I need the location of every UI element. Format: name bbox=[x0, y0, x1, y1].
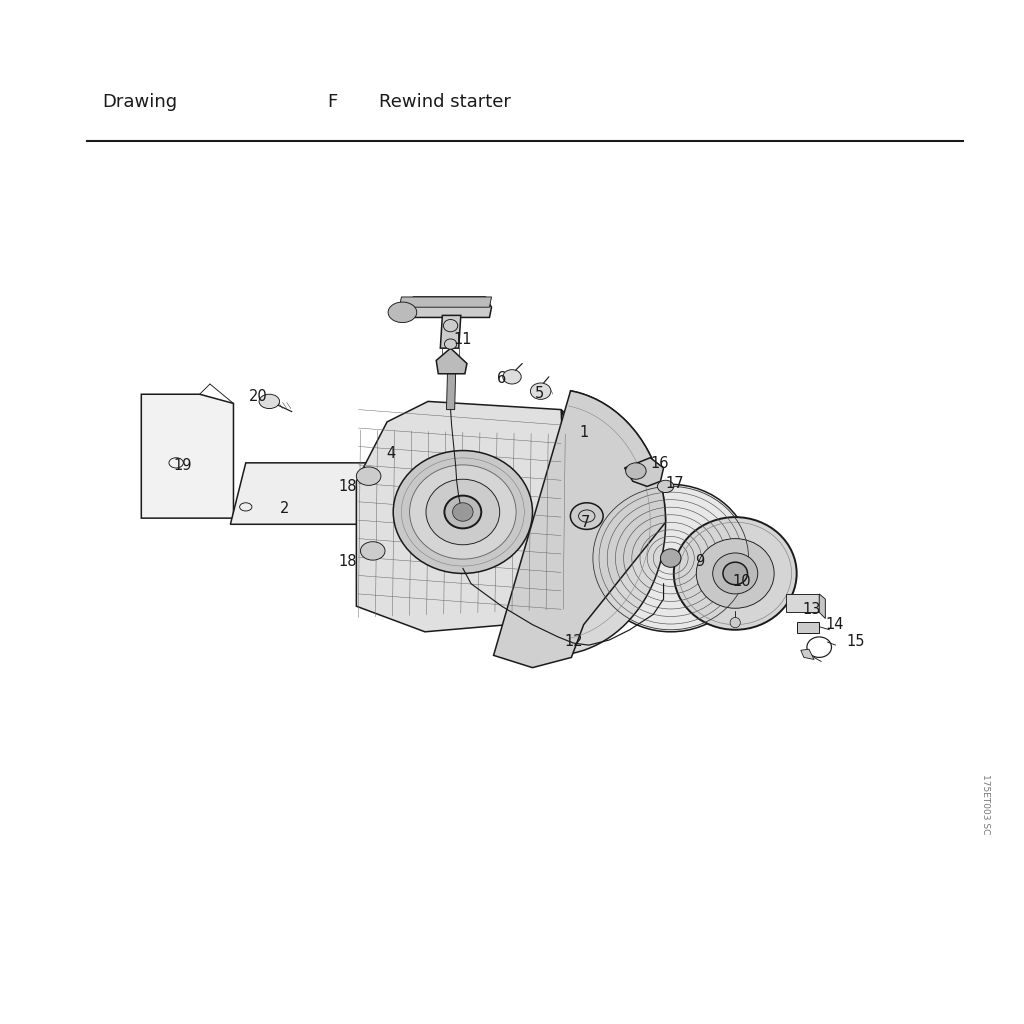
Text: 5: 5 bbox=[535, 386, 545, 400]
Polygon shape bbox=[397, 297, 492, 317]
Polygon shape bbox=[786, 594, 819, 612]
Ellipse shape bbox=[570, 503, 603, 529]
Text: 10: 10 bbox=[732, 574, 751, 589]
Text: 18: 18 bbox=[339, 479, 357, 494]
Text: 12: 12 bbox=[564, 634, 583, 648]
Text: 9: 9 bbox=[694, 554, 705, 568]
Text: 1: 1 bbox=[579, 425, 589, 439]
Text: 18: 18 bbox=[339, 554, 357, 568]
Text: 7: 7 bbox=[581, 515, 591, 529]
Ellipse shape bbox=[388, 302, 417, 323]
Text: 20: 20 bbox=[249, 389, 267, 403]
Polygon shape bbox=[440, 315, 461, 348]
Ellipse shape bbox=[530, 383, 551, 399]
Ellipse shape bbox=[443, 319, 458, 332]
Polygon shape bbox=[399, 297, 492, 307]
Text: 16: 16 bbox=[650, 457, 669, 471]
Text: 17: 17 bbox=[666, 476, 684, 490]
Ellipse shape bbox=[393, 451, 532, 573]
Text: 11: 11 bbox=[454, 333, 472, 347]
Ellipse shape bbox=[410, 465, 516, 559]
Ellipse shape bbox=[657, 480, 674, 493]
Polygon shape bbox=[356, 401, 589, 632]
Text: Rewind starter: Rewind starter bbox=[379, 93, 511, 112]
Text: 175ET003 SC: 175ET003 SC bbox=[981, 774, 989, 834]
Ellipse shape bbox=[453, 503, 473, 521]
Text: 2: 2 bbox=[280, 502, 290, 516]
Polygon shape bbox=[801, 649, 814, 659]
Ellipse shape bbox=[360, 542, 385, 560]
Polygon shape bbox=[436, 348, 467, 374]
Polygon shape bbox=[446, 372, 456, 410]
Ellipse shape bbox=[356, 467, 381, 485]
Polygon shape bbox=[625, 458, 664, 486]
Ellipse shape bbox=[426, 479, 500, 545]
Ellipse shape bbox=[660, 549, 681, 567]
Text: 15: 15 bbox=[847, 634, 865, 648]
Text: 14: 14 bbox=[825, 617, 844, 632]
Text: 19: 19 bbox=[173, 459, 191, 473]
Ellipse shape bbox=[626, 463, 646, 479]
Polygon shape bbox=[230, 463, 377, 524]
Text: Drawing: Drawing bbox=[102, 93, 177, 112]
Polygon shape bbox=[819, 594, 825, 618]
Text: F: F bbox=[328, 93, 338, 112]
Ellipse shape bbox=[503, 370, 521, 384]
Polygon shape bbox=[494, 391, 666, 668]
Ellipse shape bbox=[444, 496, 481, 528]
Ellipse shape bbox=[730, 617, 740, 628]
Ellipse shape bbox=[696, 539, 774, 608]
Polygon shape bbox=[561, 391, 666, 653]
Ellipse shape bbox=[591, 484, 751, 632]
Text: 4: 4 bbox=[386, 446, 396, 461]
Text: 6: 6 bbox=[497, 372, 507, 386]
Ellipse shape bbox=[674, 517, 797, 630]
Ellipse shape bbox=[723, 562, 748, 585]
Text: 13: 13 bbox=[803, 602, 821, 616]
Polygon shape bbox=[797, 622, 819, 633]
Ellipse shape bbox=[713, 553, 758, 594]
Polygon shape bbox=[141, 394, 233, 518]
Ellipse shape bbox=[259, 394, 280, 409]
Ellipse shape bbox=[444, 339, 457, 349]
